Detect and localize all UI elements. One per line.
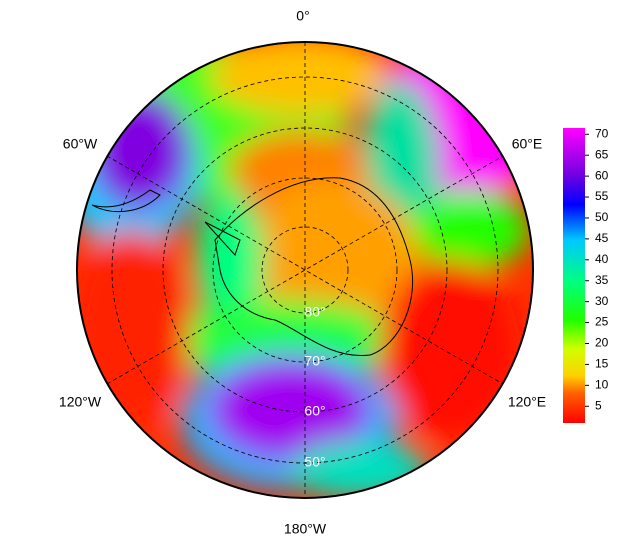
lat-label: 70° [304, 353, 325, 369]
field [77, 42, 533, 498]
lon-label: 0° [296, 8, 309, 24]
colorbar-tick-label: 50 [595, 210, 609, 224]
colorbar-ramp [563, 128, 585, 423]
colorbar-tick-label: 60 [595, 168, 609, 182]
map-frame [76, 41, 534, 499]
lon-label: 180°W [284, 521, 327, 537]
coastline [91, 189, 161, 213]
lat-label: 60° [304, 403, 325, 419]
lat-label: 50° [304, 454, 325, 470]
colorbar-tick-label: 15 [595, 357, 609, 371]
colorbar-tick-label: 25 [595, 315, 609, 329]
lat-label: 80° [304, 304, 325, 320]
colorbar-tick-label: 65 [595, 147, 609, 161]
colorbar-tick-label: 70 [595, 126, 609, 140]
lon-label: 60°W [63, 136, 98, 152]
colorbar-tick-label: 10 [595, 378, 609, 392]
lat-labels: 80° 70° 60° 50° [304, 304, 325, 470]
colorbar-tick-label: 30 [595, 294, 609, 308]
colorbar-tick-label: 40 [595, 252, 609, 266]
colorbar-tick-label: 35 [595, 273, 609, 287]
lon-label: 120°W [59, 394, 102, 410]
graticule [106, 42, 504, 498]
colorbar-tick-label: 45 [595, 231, 609, 245]
colorbar: 5 10 15 20 25 30 35 40 45 50 55 60 65 70 [563, 126, 609, 423]
colorbar-tick-label: 5 [595, 398, 602, 412]
colorbar-tick-label: 55 [595, 189, 609, 203]
colorbar-tick-label: 20 [595, 336, 609, 350]
coastline [204, 177, 414, 357]
lon-label: 60°E [512, 136, 543, 152]
lon-label: 120°E [508, 394, 546, 410]
